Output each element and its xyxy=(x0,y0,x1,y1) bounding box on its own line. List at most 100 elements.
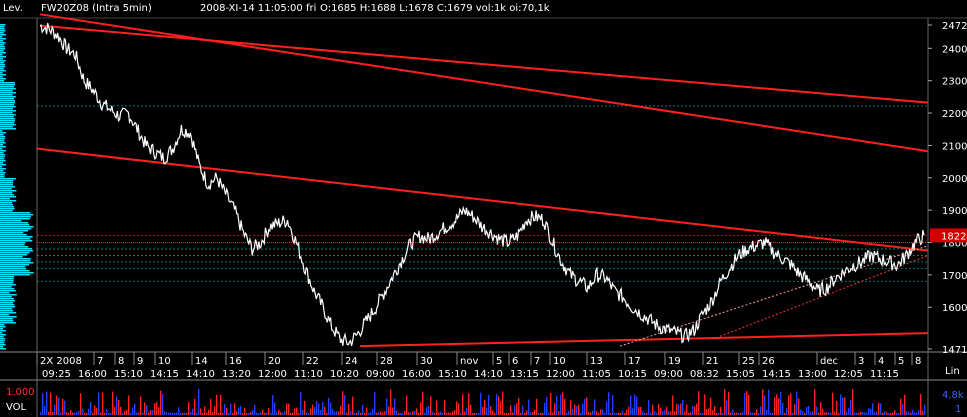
volume-bar xyxy=(590,412,592,415)
profile-bar xyxy=(0,64,5,66)
volume-bar xyxy=(466,408,468,415)
profile-bar xyxy=(0,214,34,216)
volume-bar xyxy=(194,398,196,415)
volume-bar xyxy=(806,406,808,415)
volume-bar xyxy=(538,413,540,415)
volume-bar xyxy=(724,389,726,415)
profile-bar xyxy=(0,182,13,184)
symbol-label: FW20Z08 (Intra 5min) xyxy=(41,3,152,14)
y-tick-label: 1800 xyxy=(942,239,967,250)
profile-bar xyxy=(0,326,6,328)
volume-bar xyxy=(44,406,46,415)
volume-bar xyxy=(424,412,426,415)
volume-bar xyxy=(628,406,630,415)
volume-bar xyxy=(130,412,132,415)
volume-right-max: 4,8k xyxy=(942,390,964,401)
volume-bar xyxy=(490,406,492,415)
volume-bar xyxy=(264,412,266,415)
volume-bar xyxy=(742,411,744,415)
volume-bar xyxy=(860,411,862,415)
profile-bar xyxy=(0,132,6,134)
time-label: 15:05 xyxy=(726,369,755,380)
profile-bar xyxy=(0,206,15,208)
profile-bar xyxy=(0,184,13,186)
volume-bar xyxy=(68,412,70,415)
volume-bar xyxy=(222,412,224,415)
volume-bar xyxy=(706,409,708,415)
volume-bar xyxy=(714,405,716,415)
volume-bar xyxy=(444,400,446,415)
date-label: nov xyxy=(460,356,478,367)
volume-bar xyxy=(680,403,682,415)
profile-bar xyxy=(0,94,13,96)
volume-bar xyxy=(376,412,378,415)
volume-bar xyxy=(902,404,904,415)
datetime-label: 2008-XI-14 11:05:00 fri xyxy=(200,3,317,14)
profile-bar xyxy=(0,130,3,132)
volume-bar xyxy=(908,411,910,415)
profile-bar xyxy=(0,244,25,246)
volume-bar xyxy=(118,399,120,415)
time-label: 10:20 xyxy=(330,369,359,380)
volume-bar xyxy=(670,411,672,415)
volume-bar xyxy=(574,404,576,415)
volume-bar xyxy=(778,398,780,415)
volume-bar xyxy=(854,412,856,415)
volume-bar xyxy=(504,412,506,415)
volume-bar xyxy=(168,412,170,415)
volume-bar xyxy=(816,406,818,415)
volume-bar xyxy=(206,412,208,415)
volume-bar xyxy=(342,391,344,415)
volume-bars xyxy=(40,389,926,415)
volume-bar xyxy=(394,398,396,415)
volume-bar xyxy=(652,404,654,415)
volume-bar xyxy=(548,412,550,415)
time-label: 09:00 xyxy=(654,369,683,380)
volume-bar xyxy=(614,412,616,415)
profile-bar xyxy=(0,54,3,56)
volume-bar xyxy=(238,407,240,415)
volume-bar xyxy=(86,412,88,415)
volume-bar xyxy=(604,412,606,415)
volume-bar xyxy=(218,412,220,415)
profile-bar xyxy=(0,226,34,228)
volume-bar xyxy=(790,393,792,415)
volume-bar xyxy=(602,409,604,415)
volume-bar xyxy=(728,391,730,415)
date-label: 8 xyxy=(118,356,124,367)
profile-bar xyxy=(0,270,30,272)
volume-bar xyxy=(666,406,668,415)
date-label: 6 xyxy=(512,356,518,367)
profile-bar xyxy=(0,310,14,312)
y-tick-label: 2000 xyxy=(942,174,967,185)
date-label: 4 xyxy=(878,356,884,367)
profile-bar xyxy=(0,148,3,150)
volume-bar xyxy=(784,413,786,415)
volume-bar xyxy=(650,412,652,415)
volume-bar xyxy=(380,411,382,415)
volume-bar xyxy=(286,403,288,415)
volume-bar xyxy=(800,409,802,415)
profile-bar xyxy=(0,116,14,118)
volume-bar xyxy=(106,409,108,415)
profile-bar xyxy=(0,166,3,168)
profile-bar xyxy=(0,314,10,316)
profile-bar xyxy=(0,274,30,276)
profile-bar xyxy=(0,210,13,212)
profile-bar xyxy=(0,56,6,58)
date-axis: 2X 2008 7 8 9 10 14 16 20 22 24 28 30 nov 5 6 7 10 13 17 19… xyxy=(36,352,921,380)
volume-bar xyxy=(154,403,156,415)
volume-bar xyxy=(288,403,290,415)
volume-bar xyxy=(134,403,136,415)
profile-bar xyxy=(0,208,15,210)
volume-bar xyxy=(922,410,924,415)
profile-bar xyxy=(0,76,3,78)
profile-bar xyxy=(0,272,34,274)
volume-bar xyxy=(782,402,784,415)
volume-bar xyxy=(788,395,790,415)
volume-bar xyxy=(912,409,914,415)
volume-bar xyxy=(156,402,158,415)
profile-bar xyxy=(0,170,4,172)
volume-bar xyxy=(924,404,926,415)
y-tick-label: 1600 xyxy=(942,303,967,314)
